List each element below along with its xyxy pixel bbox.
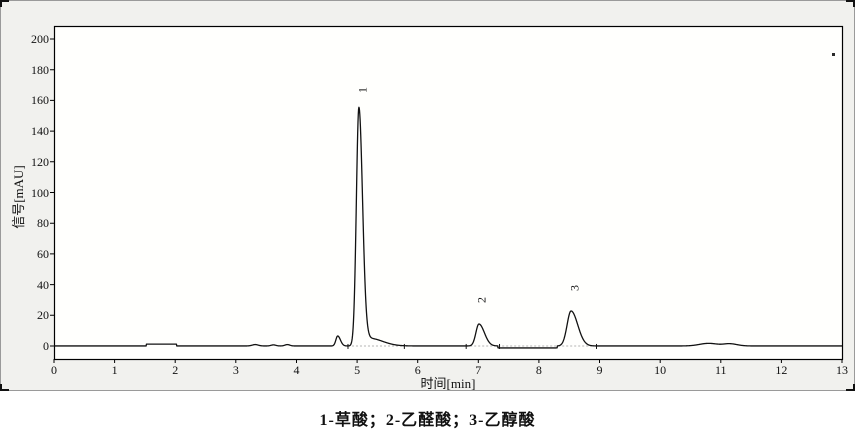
y-tick-label: 80 [37, 216, 49, 231]
x-tick-label: 13 [836, 363, 848, 377]
x-axis-title: 时间[min] [420, 376, 476, 391]
y-tick-label: 40 [37, 277, 49, 292]
y-tick-label: 100 [31, 185, 49, 200]
y-tick-label: 20 [37, 308, 49, 323]
x-tick-label: 11 [714, 363, 727, 377]
x-tick-label: 12 [775, 363, 788, 377]
x-tick-label: 1 [111, 363, 118, 377]
caption-area: 1-草酸；2-乙醛酸；3-乙醇酸 [0, 391, 855, 444]
panel-corner-mark [0, 384, 9, 391]
axis-tick-marks [50, 38, 843, 363]
panel-corner-mark [846, 0, 855, 7]
panel-corner-mark [0, 0, 9, 7]
artifact-dot [831, 53, 835, 57]
x-tick-label: 5 [354, 363, 361, 377]
y-tick-label: 60 [37, 246, 49, 261]
chart-panel: 信号[mAU] 时间[min] 0 20 40 60 80 100 120 140 160 180… [0, 0, 855, 391]
peak-label-1: 1 [355, 86, 370, 93]
x-tick-label: 4 [293, 363, 300, 377]
plot-frame [53, 25, 844, 361]
chromatogram-plot [50, 25, 844, 363]
peak-label-2: 2 [474, 296, 489, 303]
x-tick-label: 8 [535, 363, 542, 377]
x-tick-label: 10 [654, 363, 667, 377]
y-tick-label: 200 [31, 32, 49, 47]
figure-caption: 1-草酸；2-乙醛酸；3-乙醇酸 [319, 412, 536, 429]
y-tick-label: 140 [31, 124, 49, 139]
y-tick-label: 160 [31, 93, 49, 108]
y-tick-label: 0 [43, 338, 49, 353]
chromatogram-trace [53, 106, 843, 349]
x-tick-label: 0 [51, 363, 57, 377]
y-tick-label: 120 [31, 154, 49, 169]
x-tick-label: 6 [414, 363, 421, 377]
panel-corner-mark [846, 384, 855, 391]
x-tick-label: 3 [232, 363, 239, 377]
peak-label-3: 3 [567, 284, 582, 291]
y-tick-label: 180 [31, 62, 49, 77]
x-tick-label: 9 [596, 363, 603, 377]
x-tick-label: 2 [172, 363, 179, 377]
x-tick-label: 7 [475, 363, 482, 377]
